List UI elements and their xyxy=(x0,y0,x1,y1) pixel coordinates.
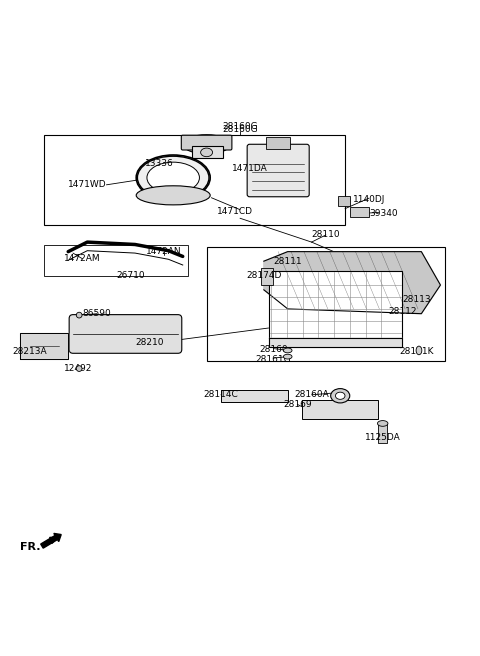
Text: 28169: 28169 xyxy=(283,400,312,409)
Bar xyxy=(192,146,223,157)
Text: 1471WD: 1471WD xyxy=(68,180,107,190)
Bar xyxy=(266,136,290,148)
Text: 28210: 28210 xyxy=(135,338,164,347)
Text: 1472AM: 1472AM xyxy=(64,255,101,263)
Text: 1472AN: 1472AN xyxy=(146,247,181,256)
Polygon shape xyxy=(264,252,441,314)
Text: 28160G: 28160G xyxy=(222,125,258,134)
Bar xyxy=(44,245,188,276)
Text: 12492: 12492 xyxy=(63,364,92,373)
Bar xyxy=(206,247,445,361)
Text: 86590: 86590 xyxy=(83,309,111,318)
Bar xyxy=(44,134,345,226)
FancyArrow shape xyxy=(41,533,61,548)
Text: 13336: 13336 xyxy=(144,159,173,168)
FancyBboxPatch shape xyxy=(247,144,309,197)
Text: 1471CD: 1471CD xyxy=(217,207,253,216)
Bar xyxy=(338,196,350,206)
Text: 28112: 28112 xyxy=(388,307,417,316)
Ellipse shape xyxy=(201,148,213,157)
Text: 28111: 28111 xyxy=(274,256,302,266)
Text: 28160G: 28160G xyxy=(222,123,258,131)
Text: 1125DA: 1125DA xyxy=(365,433,401,442)
Text: 28160A: 28160A xyxy=(294,390,329,400)
Text: 28174D: 28174D xyxy=(246,271,282,280)
Ellipse shape xyxy=(136,186,210,205)
Bar xyxy=(378,423,387,443)
Text: FR.: FR. xyxy=(21,542,41,552)
Ellipse shape xyxy=(377,420,388,426)
Text: 28161G: 28161G xyxy=(255,354,291,363)
Text: 28113: 28113 xyxy=(402,295,431,304)
Polygon shape xyxy=(21,333,68,359)
Bar xyxy=(262,268,274,285)
FancyBboxPatch shape xyxy=(181,135,232,150)
Text: 1140DJ: 1140DJ xyxy=(353,195,385,203)
Bar xyxy=(350,207,369,217)
Ellipse shape xyxy=(336,392,345,400)
Bar xyxy=(269,271,402,338)
Ellipse shape xyxy=(183,134,230,154)
Polygon shape xyxy=(269,338,402,347)
Ellipse shape xyxy=(331,388,350,403)
Text: 28213A: 28213A xyxy=(12,348,48,356)
Bar xyxy=(221,390,288,402)
Text: 28114C: 28114C xyxy=(204,390,238,400)
Ellipse shape xyxy=(76,312,82,318)
Ellipse shape xyxy=(76,365,82,371)
FancyBboxPatch shape xyxy=(69,315,182,354)
Ellipse shape xyxy=(416,346,422,355)
Ellipse shape xyxy=(283,354,292,359)
Ellipse shape xyxy=(147,162,199,193)
Text: 26710: 26710 xyxy=(116,271,144,280)
Bar xyxy=(302,400,378,419)
Text: 28110: 28110 xyxy=(312,230,340,239)
Ellipse shape xyxy=(137,156,209,199)
Text: 28171K: 28171K xyxy=(399,348,434,356)
Text: 1471DA: 1471DA xyxy=(232,163,267,173)
Ellipse shape xyxy=(283,348,292,353)
Text: 39340: 39340 xyxy=(369,209,397,218)
Text: 28160: 28160 xyxy=(259,345,288,354)
